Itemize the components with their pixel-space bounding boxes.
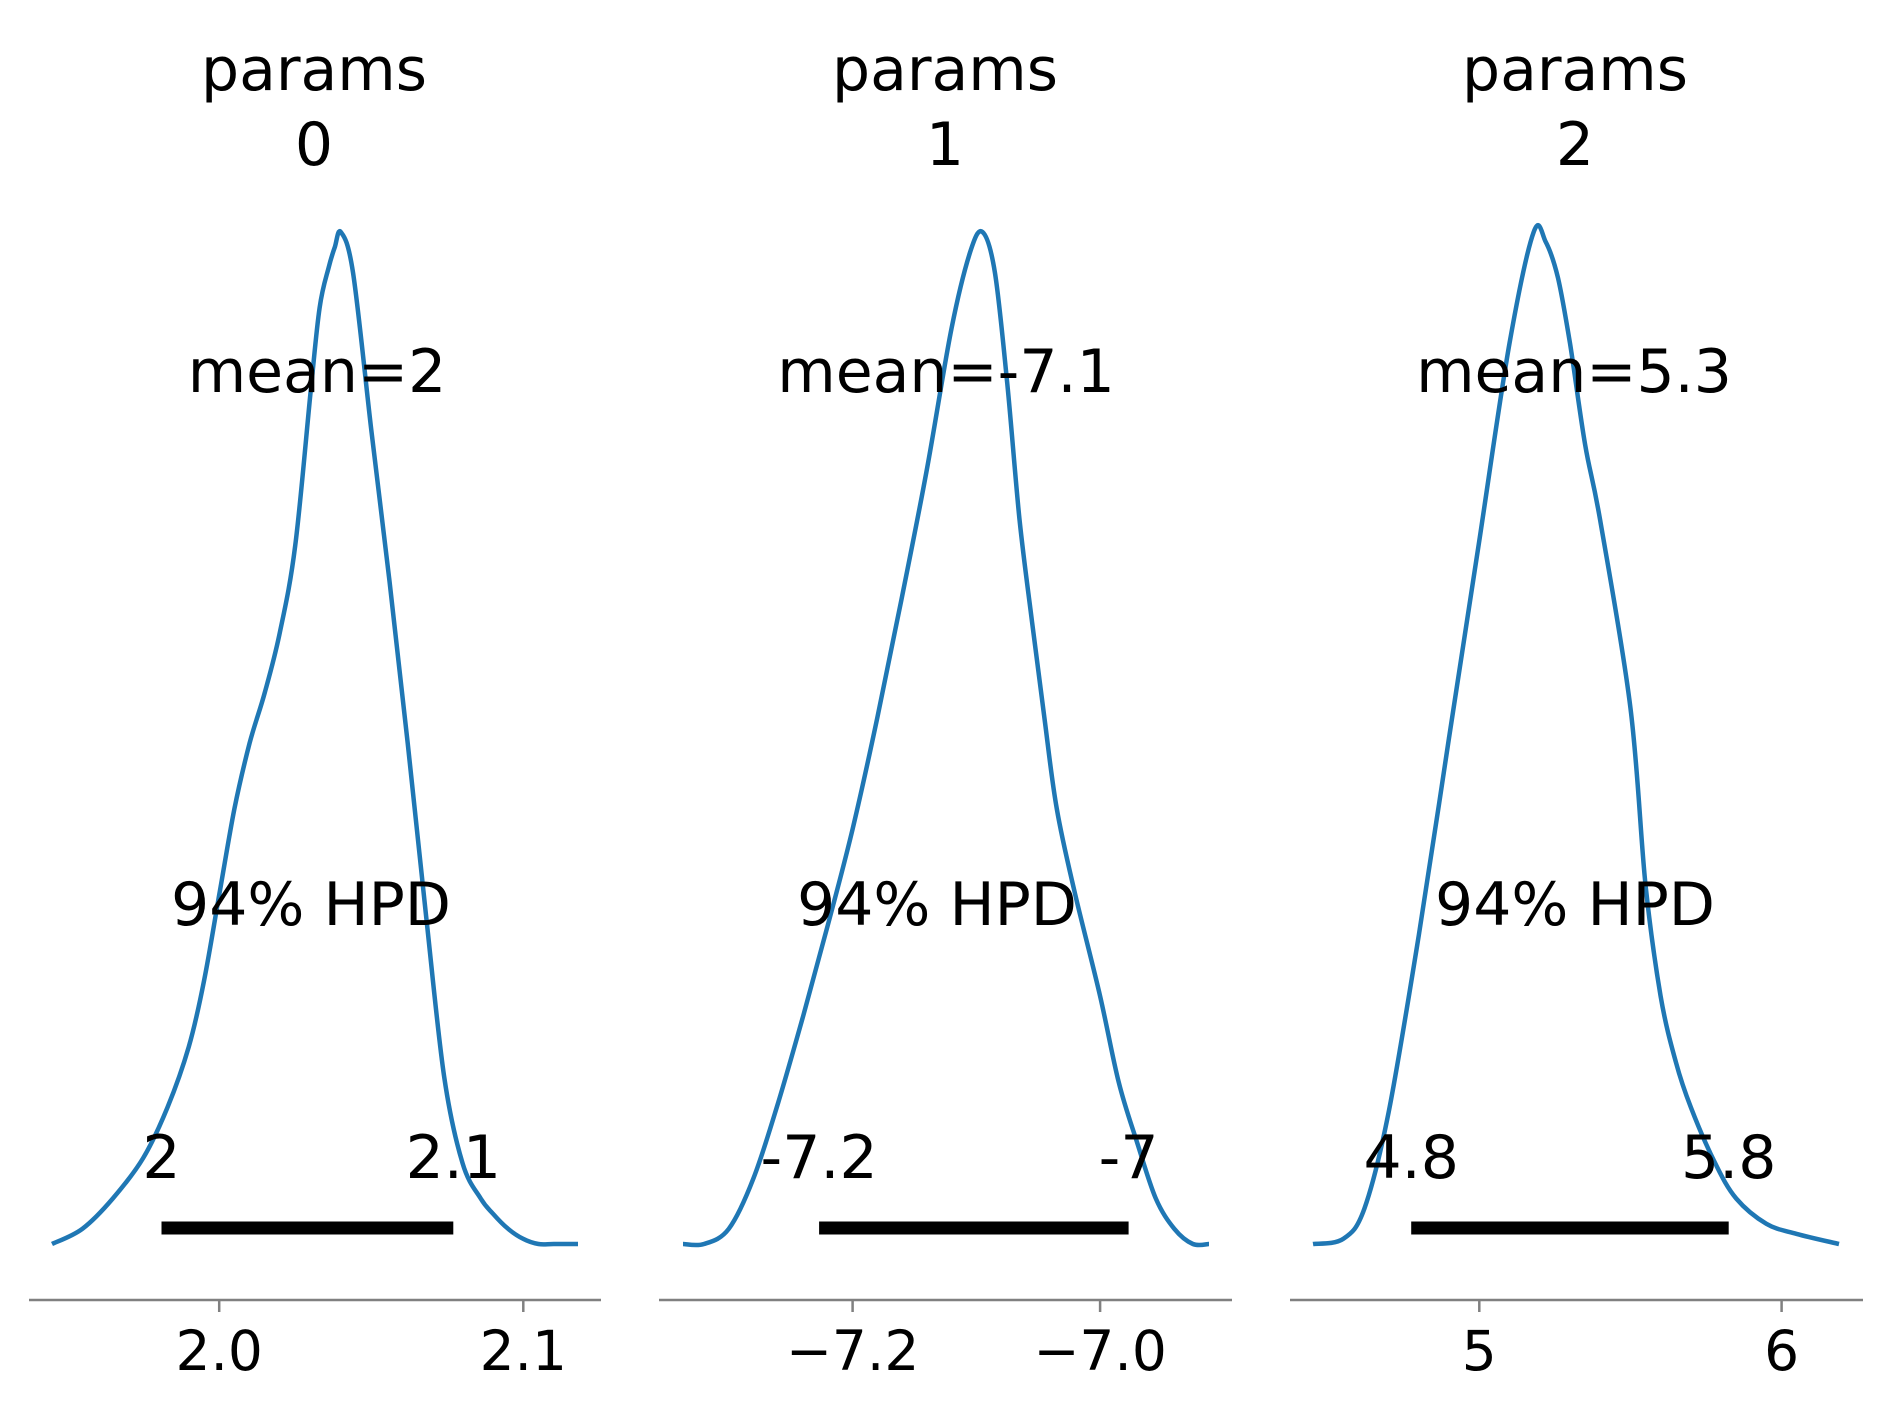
panel-1-hpd-high-label: -7 — [1099, 1123, 1159, 1193]
panel-0: params 0 mean=2 94% HPD 2 2.1 2.0 2.1 — [29, 35, 601, 1383]
panel-2-hpd-low-label: 4.8 — [1363, 1123, 1458, 1193]
panel-1-title-line1: params — [832, 35, 1058, 105]
panel-2: params 2 mean=5.3 94% HPD 4.8 5.8 5 6 — [1290, 35, 1863, 1383]
panel-1-hpd-label: 94% HPD — [797, 870, 1077, 940]
panel-2-xtick-label-1: 6 — [1764, 1319, 1799, 1383]
density-curve-2 — [1312, 223, 1840, 1247]
panel-2-xtick-label-0: 5 — [1462, 1319, 1497, 1383]
panel-0-mean-label: mean=2 — [188, 337, 447, 407]
panel-0-title-line2: 0 — [295, 110, 333, 180]
panel-0-hpd-label: 94% HPD — [171, 870, 451, 940]
panel-1-title-line2: 1 — [926, 110, 964, 180]
panel-0-title-line1: params — [201, 35, 427, 105]
panel-1-xtick-label-1: −7.0 — [1033, 1319, 1167, 1383]
panel-2-hpd-label: 94% HPD — [1435, 870, 1715, 940]
panel-0-xtick-label-1: 2.1 — [480, 1319, 567, 1383]
panel-1-mean-label: mean=-7.1 — [777, 337, 1115, 407]
panel-0-hpd-low-label: 2 — [142, 1123, 180, 1193]
panel-2-title-line2: 2 — [1556, 110, 1594, 180]
panel-1: params 1 mean=-7.1 94% HPD -7.2 -7 −7.2 … — [659, 35, 1232, 1383]
density-curve-0 — [51, 228, 578, 1247]
panel-1-xtick-label-0: −7.2 — [786, 1319, 920, 1383]
panel-0-xtick-label-0: 2.0 — [175, 1319, 262, 1383]
panel-1-hpd-low-label: -7.2 — [761, 1123, 878, 1193]
density-curve-1 — [682, 229, 1210, 1248]
panel-2-hpd-high-label: 5.8 — [1681, 1123, 1776, 1193]
panel-0-hpd-high-label: 2.1 — [406, 1123, 501, 1193]
panel-2-title-line1: params — [1462, 35, 1688, 105]
panel-2-mean-label: mean=5.3 — [1416, 337, 1732, 407]
